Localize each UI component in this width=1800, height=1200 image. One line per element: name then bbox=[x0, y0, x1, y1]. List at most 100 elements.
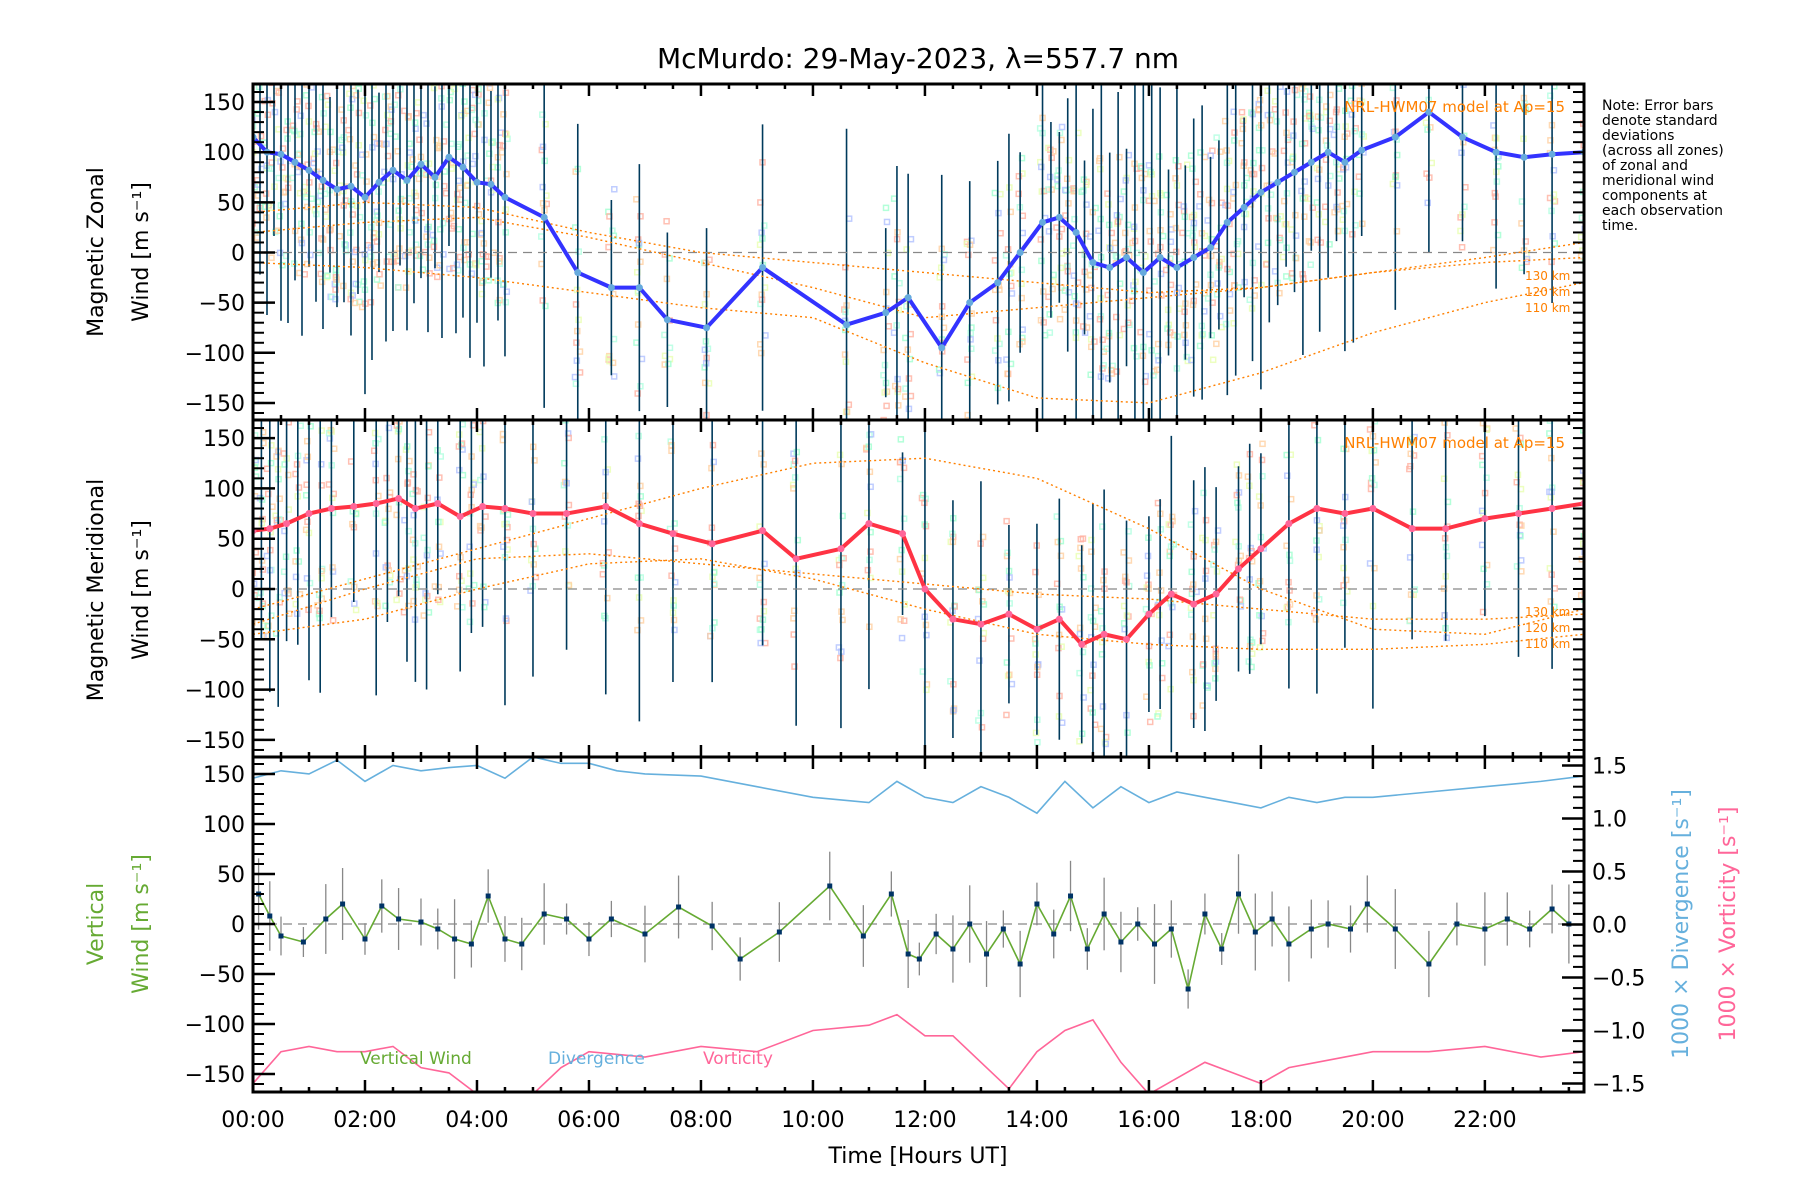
sample-point bbox=[307, 251, 314, 259]
sample-point bbox=[975, 717, 982, 724]
sample-point bbox=[1019, 326, 1026, 333]
sample-point bbox=[609, 227, 616, 234]
sample-point bbox=[362, 151, 370, 158]
sample-point bbox=[794, 536, 802, 544]
sample-point bbox=[1061, 306, 1069, 313]
sample-point bbox=[439, 219, 447, 227]
sample-point bbox=[1340, 543, 1347, 551]
data-point bbox=[396, 916, 402, 922]
sample-point bbox=[900, 515, 908, 522]
model-line-model-110-km bbox=[253, 558, 1584, 651]
data-point bbox=[485, 893, 491, 899]
sample-point bbox=[1079, 648, 1087, 656]
sample-point bbox=[991, 189, 999, 197]
data-point bbox=[1504, 916, 1510, 922]
sample-point bbox=[664, 423, 669, 428]
sample-point bbox=[968, 324, 975, 331]
sample-point bbox=[279, 164, 286, 171]
sample-point bbox=[1008, 290, 1016, 297]
data-point bbox=[375, 178, 383, 186]
data-point bbox=[1078, 640, 1086, 648]
sample-point bbox=[991, 257, 999, 264]
sample-point bbox=[1354, 77, 1359, 82]
model-line-model-130-km bbox=[253, 457, 1584, 635]
note-line: time. bbox=[1602, 218, 1638, 234]
sample-point bbox=[318, 183, 326, 190]
sample-point bbox=[1348, 84, 1356, 90]
sample-point bbox=[414, 246, 422, 253]
sample-point bbox=[1061, 287, 1069, 294]
sample-point bbox=[1370, 400, 1375, 405]
sample-point bbox=[467, 570, 474, 577]
sample-point bbox=[1216, 312, 1224, 320]
sample-point bbox=[442, 189, 450, 197]
sample-point bbox=[1513, 563, 1521, 570]
sample-point bbox=[1428, 58, 1433, 63]
sample-point bbox=[384, 92, 391, 100]
sample-point bbox=[897, 436, 905, 443]
sample-point bbox=[885, 323, 892, 330]
sample-point bbox=[353, 409, 358, 414]
data-point bbox=[933, 931, 939, 937]
sample-point bbox=[900, 617, 908, 625]
data-point bbox=[602, 503, 610, 511]
sample-point bbox=[1393, 97, 1400, 104]
sample-point bbox=[1187, 521, 1195, 528]
sample-point bbox=[435, 543, 443, 550]
sample-point bbox=[1124, 319, 1132, 326]
data-point bbox=[737, 956, 743, 962]
sample-point bbox=[283, 126, 290, 134]
sample-point bbox=[308, 195, 315, 202]
sample-point bbox=[997, 229, 1004, 237]
sample-point bbox=[442, 74, 447, 79]
data-point bbox=[843, 321, 851, 329]
sample-point bbox=[441, 168, 448, 175]
data-point bbox=[1212, 590, 1220, 598]
sample-point bbox=[383, 398, 388, 403]
sample-point bbox=[605, 243, 612, 251]
data-point bbox=[709, 923, 715, 929]
sample-point bbox=[489, 139, 496, 147]
sample-point bbox=[1264, 239, 1272, 247]
sample-point bbox=[297, 236, 305, 243]
right-tick-label: 0.5 bbox=[1592, 860, 1627, 885]
sample-point bbox=[791, 457, 799, 465]
sample-point bbox=[528, 498, 536, 506]
sample-point bbox=[1250, 159, 1257, 167]
sample-point bbox=[318, 574, 325, 582]
data-point bbox=[1118, 939, 1124, 945]
sample-point bbox=[1306, 93, 1314, 100]
sample-point bbox=[472, 152, 479, 160]
data-point bbox=[1548, 150, 1556, 158]
data-point bbox=[1252, 929, 1258, 935]
data-point bbox=[669, 530, 677, 538]
data-point bbox=[431, 173, 439, 181]
sample-point bbox=[1443, 634, 1450, 642]
sample-point bbox=[1040, 319, 1047, 326]
sample-point bbox=[1210, 612, 1217, 619]
sample-point bbox=[791, 663, 798, 670]
right-tick-label: −1.0 bbox=[1592, 1020, 1645, 1045]
sample-point bbox=[842, 263, 849, 271]
sample-point bbox=[907, 235, 915, 243]
sample-point bbox=[406, 409, 411, 414]
sample-point bbox=[1292, 232, 1300, 239]
y-tick-label: 150 bbox=[203, 427, 245, 452]
data-point bbox=[586, 936, 592, 942]
sample-point bbox=[436, 474, 443, 481]
sample-point bbox=[498, 149, 506, 156]
sample-point bbox=[1038, 257, 1045, 265]
sample-point bbox=[342, 247, 349, 255]
data-point bbox=[362, 936, 368, 942]
sample-point bbox=[1211, 660, 1218, 667]
sample-point bbox=[1189, 232, 1196, 239]
data-point bbox=[1135, 921, 1141, 927]
sample-point bbox=[350, 414, 355, 419]
sample-point bbox=[539, 143, 547, 151]
sample-point bbox=[315, 128, 323, 135]
sample-point bbox=[996, 286, 1003, 293]
sample-point bbox=[449, 264, 457, 272]
sample-point bbox=[1204, 217, 1211, 224]
sample-point bbox=[1075, 552, 1083, 560]
